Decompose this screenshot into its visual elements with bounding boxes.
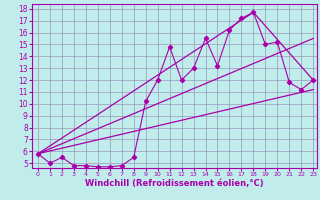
X-axis label: Windchill (Refroidissement éolien,°C): Windchill (Refroidissement éolien,°C) — [85, 179, 264, 188]
